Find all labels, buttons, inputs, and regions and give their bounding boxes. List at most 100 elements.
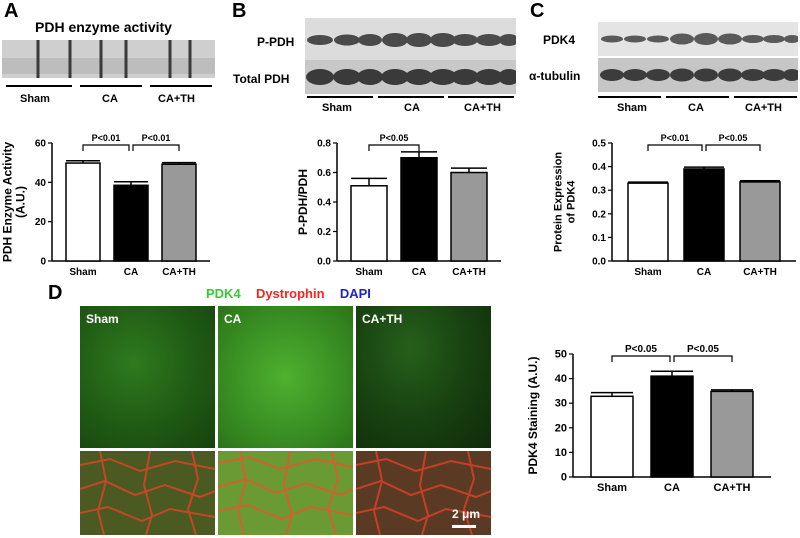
category-label: CA <box>664 482 680 494</box>
category-label: CA <box>124 267 138 278</box>
y-tick-label: 0.0 <box>592 257 606 268</box>
y-tick-label: 50 <box>555 349 567 361</box>
category-label: CA+TH <box>452 267 486 278</box>
group-label-sham: Sham <box>617 102 647 114</box>
y-tick-label: 20 <box>35 217 47 228</box>
y-tick-label: 0.4 <box>317 198 331 209</box>
significance-label: P<0.01 <box>92 133 121 143</box>
y-tick-label: 20 <box>555 422 567 434</box>
group-line <box>307 96 373 98</box>
micro-label-sham: Sham <box>86 312 119 326</box>
panel-a-title: PDH enzyme activity <box>35 19 172 35</box>
panel-letter-a: A <box>4 0 19 22</box>
y-axis-label-line: PDH Enzyme Activity <box>1 142 15 263</box>
micro-label-cath: CA+TH <box>362 312 403 326</box>
y-axis-label: PDH Enzyme Activity (A.U.) <box>1 142 28 263</box>
bar <box>350 185 388 262</box>
group-label-cath: CA+TH <box>745 102 782 114</box>
stain-legend-pdk4: PDK4 <box>206 286 241 301</box>
y-axis-label-line: P-PDH/PDH <box>296 169 310 235</box>
group-label-sham: Sham <box>322 102 352 114</box>
p-pdh-blot <box>305 18 516 60</box>
category-label: CA <box>697 267 711 278</box>
y-tick-label: 0.4 <box>592 162 606 173</box>
group-label-cath: CA+TH <box>158 93 195 105</box>
group-line <box>734 96 797 98</box>
group-line <box>6 85 72 87</box>
y-axis-label-line: Protein Expression <box>553 152 565 253</box>
group-line <box>448 96 514 98</box>
significance-label: P<0.01 <box>661 133 690 143</box>
stain-legend-dystrophin: Dystrophin <box>255 286 325 301</box>
category-label: CA+TH <box>743 267 777 278</box>
category-label: Sham <box>355 267 382 278</box>
category-label: Sham <box>597 482 627 494</box>
y-axis-label: PDK4 Staining (A.U.) <box>526 356 540 474</box>
significance-label: P<0.05 <box>687 344 719 355</box>
y-tick-label: 60 <box>35 139 47 150</box>
y-tick-label: 10 <box>555 447 567 459</box>
alpha-tubulin-blot <box>598 58 798 92</box>
group-label-ca: CA <box>688 102 704 114</box>
significance-bracket <box>368 144 420 151</box>
group-label-ca: CA <box>404 102 420 114</box>
blot-label-pdk4: PDK4 <box>543 33 576 47</box>
panel-letter-c: C <box>530 0 545 22</box>
significance-label: P<0.05 <box>625 344 657 355</box>
group-label-ca: CA <box>102 93 118 105</box>
significance-bracket <box>673 355 733 362</box>
y-axis-label-line: of PDK4 <box>566 180 578 224</box>
y-axis-label: Protein Expression of PDK4 <box>553 152 578 253</box>
stain-legend-dapi: DAPI <box>339 286 371 301</box>
bar <box>161 163 197 262</box>
bar <box>113 184 149 262</box>
significance-bracket <box>611 355 671 362</box>
bar <box>650 375 694 478</box>
scale-bar-label: 2 μm <box>452 507 481 521</box>
y-tick-label: 0.1 <box>592 233 606 244</box>
group-label-cath: CA+TH <box>464 102 501 114</box>
significance-bracket <box>647 144 703 151</box>
significance-bracket <box>705 144 761 151</box>
category-label: CA <box>412 267 426 278</box>
y-tick-label: 0.0 <box>317 257 331 268</box>
y-tick-label: 0.5 <box>592 139 606 150</box>
significance-label: P<0.01 <box>142 133 171 143</box>
category-label: Sham <box>69 267 96 278</box>
bar <box>683 168 725 262</box>
y-tick-label: 40 <box>555 373 567 385</box>
micro-label-ca: CA <box>224 312 242 326</box>
bar <box>400 157 438 262</box>
micrograph-cath-pdk4: CA+TH <box>356 306 491 448</box>
group-line <box>150 85 212 87</box>
y-axis-label-line: (A.U.) <box>14 186 28 218</box>
total-pdh-blot <box>305 60 516 94</box>
pdh-activity-gel <box>2 40 215 78</box>
bar <box>627 182 669 262</box>
y-tick-label: 0.6 <box>317 168 331 179</box>
significance-label: P<0.05 <box>380 133 409 143</box>
bar <box>590 395 634 478</box>
group-line <box>80 85 142 87</box>
stain-legend: PDK4 Dystrophin DAPI <box>206 286 371 301</box>
scale-bar <box>452 525 476 528</box>
bar <box>450 171 488 262</box>
significance-bracket <box>132 144 180 151</box>
pdk4-blot <box>598 22 798 56</box>
panel-letter-b: B <box>232 0 247 22</box>
bar <box>739 181 781 262</box>
y-tick-label: 0.8 <box>317 139 331 150</box>
micrograph-ca-merge <box>218 451 353 535</box>
y-tick-label: 0.2 <box>592 209 606 220</box>
y-axis-label-line: PDK4 Staining (A.U.) <box>526 356 540 474</box>
micrograph-ca-pdk4: CA <box>218 306 353 448</box>
bar-chart-pdh-activity: 0 20 40 60 PDH Enzyme Activity (A.U.) Sham CA CA… <box>1 133 210 278</box>
group-line <box>378 96 444 98</box>
y-tick-label: 0.2 <box>317 227 331 238</box>
blot-label-p-pdh: P-PDH <box>257 35 295 49</box>
y-tick-label: 40 <box>35 178 47 189</box>
bar-chart-pdk4-staining: 0 10 20 30 40 50 PDK4 Staining (A.U.) Sham CA CA+… <box>526 344 771 494</box>
y-tick-label: 30 <box>555 398 567 410</box>
group-label-sham: Sham <box>20 93 50 105</box>
blot-label-total-pdh: Total PDH <box>233 72 290 86</box>
